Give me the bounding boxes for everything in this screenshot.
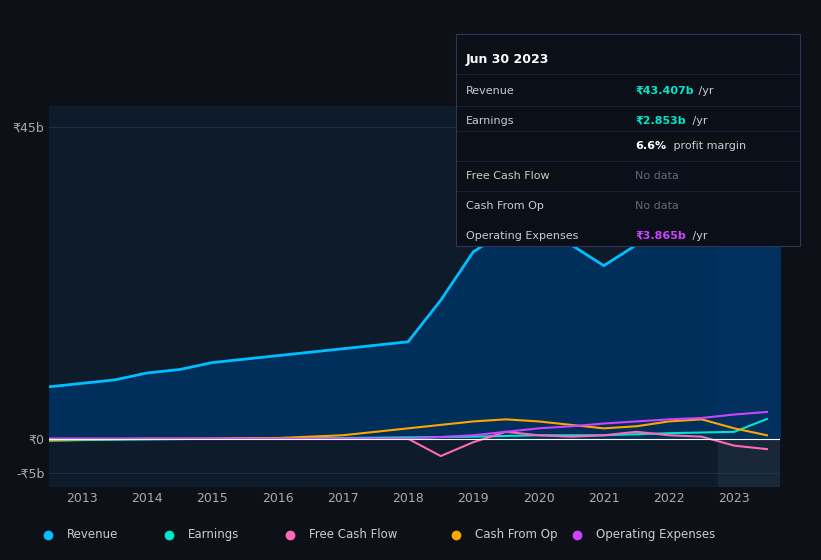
Text: profit margin: profit margin xyxy=(670,141,746,151)
Text: ₹3.865b: ₹3.865b xyxy=(635,231,686,241)
Text: No data: No data xyxy=(635,171,679,181)
Text: ₹43.407b: ₹43.407b xyxy=(635,86,694,96)
Bar xyxy=(718,106,780,487)
Text: ₹2.853b: ₹2.853b xyxy=(635,116,686,126)
Text: /yr: /yr xyxy=(689,231,707,241)
Text: Free Cash Flow: Free Cash Flow xyxy=(309,528,397,542)
Text: Free Cash Flow: Free Cash Flow xyxy=(466,171,549,181)
Text: Jun 30 2023: Jun 30 2023 xyxy=(466,53,549,66)
Text: Cash From Op: Cash From Op xyxy=(466,201,544,211)
Text: /yr: /yr xyxy=(689,116,707,126)
Text: Revenue: Revenue xyxy=(466,86,515,96)
Text: Operating Expenses: Operating Expenses xyxy=(466,231,578,241)
Text: Earnings: Earnings xyxy=(188,528,239,542)
Text: Revenue: Revenue xyxy=(67,528,118,542)
Text: Operating Expenses: Operating Expenses xyxy=(595,528,715,542)
Text: Earnings: Earnings xyxy=(466,116,515,126)
Text: 6.6%: 6.6% xyxy=(635,141,666,151)
Text: No data: No data xyxy=(635,201,679,211)
Text: /yr: /yr xyxy=(695,86,713,96)
Text: Cash From Op: Cash From Op xyxy=(475,528,557,542)
